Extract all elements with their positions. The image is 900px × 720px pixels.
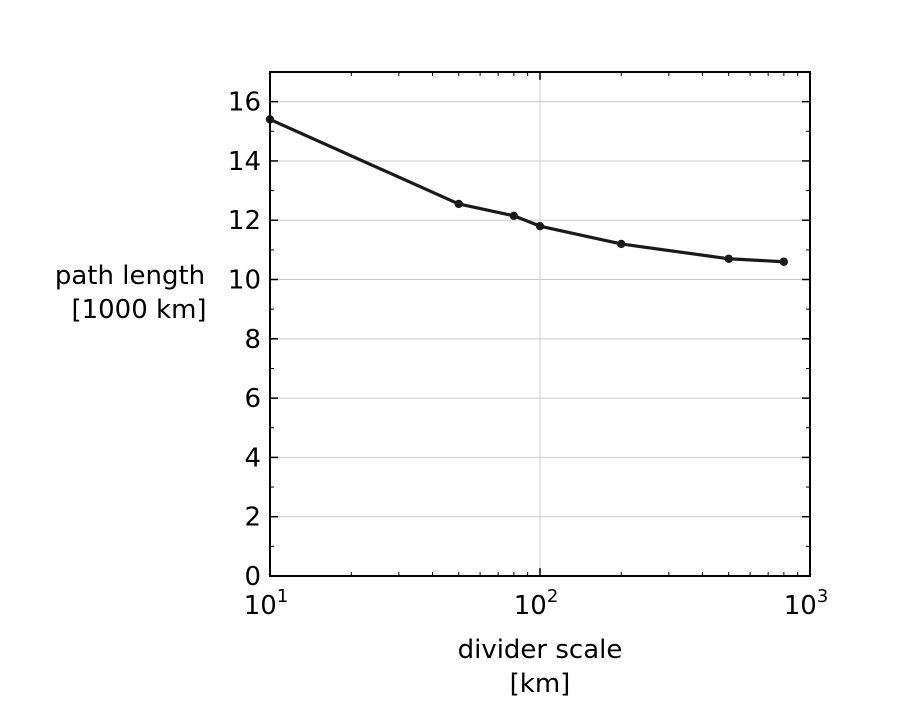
y-tick-label: 14 [228, 147, 261, 177]
x-tick-labels: 101 102 103 [244, 586, 829, 621]
data-point [617, 239, 626, 249]
x-tick-label-base: 10 [784, 591, 817, 621]
grid-lines [269, 72, 811, 577]
data-point [724, 254, 733, 263]
x-axis-label-line2: [km] [510, 669, 571, 699]
y-tick-label: 12 [228, 206, 261, 236]
y-tick-label: 6 [244, 384, 261, 414]
x-tick-label-base: 10 [514, 591, 547, 621]
x-tick-label-exponent: 1 [277, 586, 288, 607]
data-point [454, 199, 463, 209]
x-tick-label-exponent: 3 [817, 586, 828, 607]
data-point [509, 211, 519, 220]
y-tick-label: 16 [228, 88, 261, 118]
x-tick-label: 102 [514, 586, 559, 621]
plot-frame [269, 71, 811, 577]
x-tick-label-base: 10 [244, 591, 277, 621]
y-axis-label-line1: path length [55, 261, 205, 291]
y-tick-label: 4 [244, 443, 261, 473]
x-tick-label: 101 [244, 586, 289, 621]
data-point [779, 257, 789, 266]
y-tick-label: 8 [244, 325, 261, 355]
y-axis-label-line2: [1000 km] [71, 295, 206, 325]
x-tick-label-exponent: 2 [547, 586, 558, 607]
y-tick-label: 10 [228, 266, 261, 296]
x-tick-label: 103 [784, 586, 829, 621]
series-line [269, 117, 784, 264]
y-tick-label: 0 [244, 562, 261, 592]
y-tick-label: 2 [244, 503, 261, 533]
data-point [535, 221, 545, 231]
series-layer [265, 115, 789, 266]
x-axis-label-line1: divider scale [458, 635, 623, 665]
y-tick-labels: 0 2 4 6 8 10 12 14 16 [228, 88, 261, 592]
